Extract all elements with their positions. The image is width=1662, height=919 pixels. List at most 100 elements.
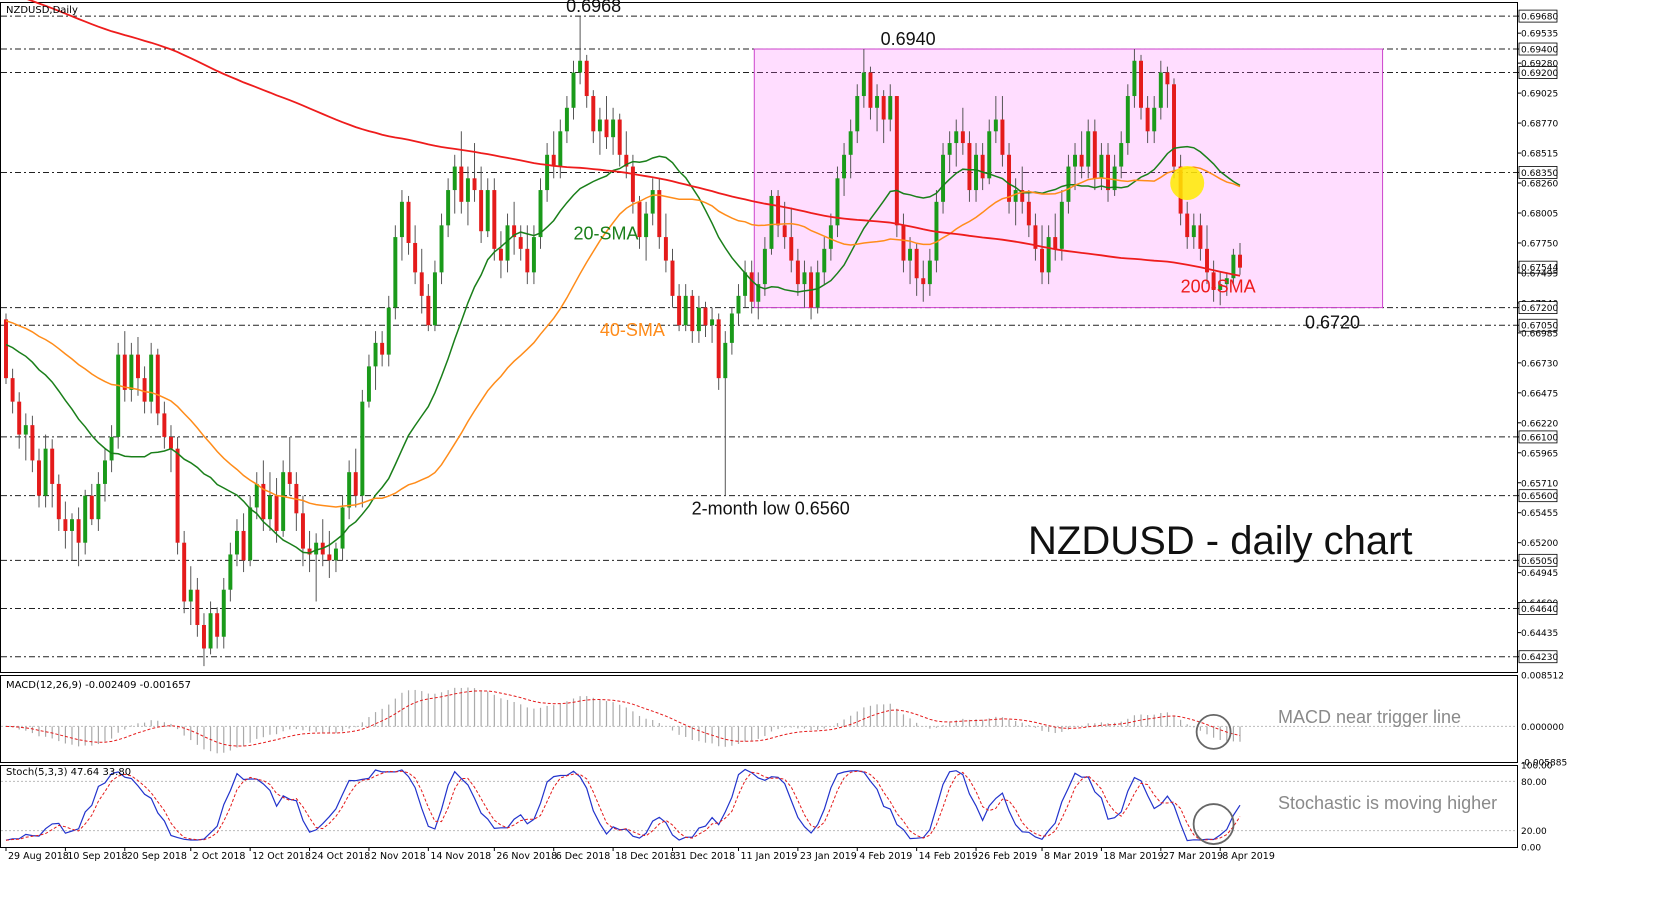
candle-body [56, 483, 61, 520]
candle [122, 331, 127, 402]
candle-body [564, 107, 569, 132]
candle [597, 107, 602, 155]
candle-body [479, 190, 484, 232]
candle [743, 260, 748, 308]
candle-body [1099, 154, 1104, 179]
y-tick-box [1518, 602, 1558, 615]
candle-body [406, 201, 411, 243]
candle-body [762, 248, 767, 285]
y-tick-label: 0.69400 [1521, 46, 1558, 56]
candle-body [1218, 284, 1223, 290]
candle-body [1191, 225, 1196, 238]
candle [723, 331, 728, 496]
candle-body [4, 319, 8, 379]
candle-body [287, 472, 292, 484]
candle [947, 131, 952, 173]
y-tick-label: 0.67750 [1521, 239, 1558, 249]
candle-body [1224, 278, 1229, 285]
y-tick-label: 0.67495 [1521, 269, 1558, 279]
candle [373, 331, 378, 390]
candle-body [901, 225, 906, 261]
y-tick-label: 0.64230 [1521, 653, 1558, 663]
candle-body [485, 190, 490, 232]
candle [89, 483, 94, 526]
candle-body [314, 542, 319, 555]
candle [894, 96, 899, 238]
candle [545, 143, 550, 202]
candle-body [551, 154, 556, 167]
candle [76, 507, 81, 567]
candle-body [630, 166, 635, 202]
candle [1125, 84, 1130, 155]
macd-panel: 0.008512 0.000000 -0.005885 [1, 672, 1567, 769]
candle-body [228, 554, 233, 590]
candle [591, 90, 596, 144]
candle-body [386, 307, 391, 355]
stoch-header-label: Stoch(5,3,3) 47.64 33.80 [6, 767, 131, 778]
candle-body [1211, 272, 1216, 290]
candle-body [1172, 84, 1176, 167]
candle-body [855, 96, 860, 132]
y-tick-label: 0.66220 [1521, 419, 1558, 429]
candle-body [756, 284, 761, 302]
candle-body [248, 507, 253, 561]
x-tick-label: 8 Mar 2019 [1044, 851, 1098, 862]
candle-body [472, 178, 477, 191]
candle-body [393, 237, 398, 308]
sma-crossover-marker [1170, 166, 1205, 201]
candle [129, 342, 134, 402]
x-tick-label: 8 Apr 2019 [1222, 851, 1275, 862]
candle [1185, 201, 1190, 249]
y-tick-box [1518, 430, 1558, 444]
candle-body [584, 60, 589, 97]
candle [670, 248, 675, 308]
candle [809, 266, 814, 320]
candle-body [881, 96, 886, 120]
candle [485, 178, 490, 238]
candle [406, 195, 411, 255]
y-tick-label: 0.66985 [1521, 329, 1558, 339]
candle [1013, 178, 1018, 226]
candle [347, 460, 352, 520]
candle-body [1139, 60, 1143, 108]
candle [465, 166, 470, 226]
price-annotation: 2-month low 0.6560 [692, 499, 850, 519]
candle [551, 131, 556, 179]
candle-body [921, 278, 926, 285]
candle [228, 542, 233, 602]
candle-body [103, 460, 107, 484]
y-tick-label: 0.67200 [1521, 304, 1558, 314]
candle-body [149, 354, 154, 402]
candle [1059, 190, 1064, 261]
stoch-panel-frame [0, 765, 1518, 848]
candle [83, 489, 88, 555]
candle [307, 530, 312, 573]
candle [274, 478, 279, 543]
candle-body [967, 143, 972, 191]
candle [182, 530, 187, 614]
candle [617, 113, 622, 167]
candle-body [234, 530, 239, 555]
candle [1099, 143, 1104, 191]
candle [1145, 96, 1150, 144]
candle [644, 201, 649, 261]
candle-body [538, 190, 543, 238]
candle [320, 519, 325, 567]
y-tick-label: 0.65710 [1521, 479, 1558, 489]
candle [1073, 143, 1078, 191]
candle [56, 474, 61, 531]
candle-body [571, 72, 576, 108]
candle-body [135, 354, 140, 379]
candle [525, 225, 530, 285]
candle [980, 143, 985, 191]
candle [564, 96, 569, 144]
candle-body [690, 295, 695, 332]
candle [518, 225, 523, 261]
price-annotation: 0.6940 [881, 29, 936, 49]
candle-body [993, 119, 998, 132]
candle-body [578, 60, 583, 73]
candle-body [894, 96, 899, 226]
candle [248, 495, 253, 567]
